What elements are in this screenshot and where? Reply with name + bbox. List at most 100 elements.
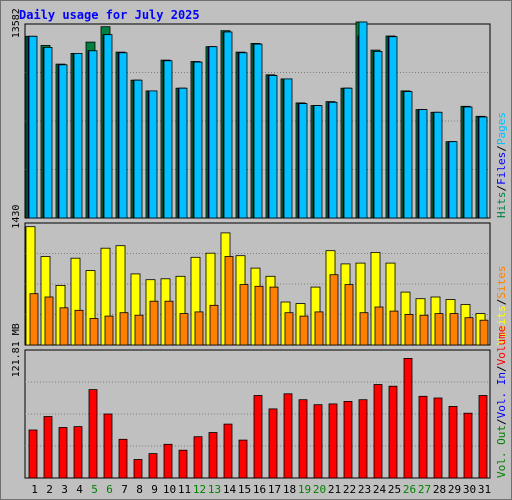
legend-separator: / xyxy=(495,365,508,372)
bar-sites xyxy=(299,315,309,346)
x-tick-label: 15 xyxy=(238,483,251,496)
bar-sites xyxy=(464,317,474,346)
legend-separator: / xyxy=(495,185,508,192)
x-tick-label: 30 xyxy=(463,483,476,496)
legend-separator: / xyxy=(495,299,508,306)
legend-bottom: Vol. Out/Vol. In/Volume xyxy=(495,326,508,478)
bar-sites xyxy=(359,312,369,346)
bar-volume xyxy=(418,395,428,479)
x-tick-label: 28 xyxy=(433,483,446,496)
x-tick-label: 20 xyxy=(313,483,326,496)
bar-volume xyxy=(223,423,233,479)
x-tick-label: 31 xyxy=(478,483,491,496)
bar-pages xyxy=(88,50,98,219)
x-tick-label: 19 xyxy=(298,483,311,496)
bar-volume xyxy=(433,397,443,479)
bar-sites xyxy=(449,313,459,346)
bar-sites xyxy=(419,314,429,346)
bar-volume xyxy=(283,393,293,479)
bar-pages xyxy=(373,51,383,219)
bar-pages xyxy=(103,34,113,219)
bar-volume xyxy=(313,404,323,479)
bar-pages xyxy=(238,52,248,219)
bar-pages xyxy=(58,64,68,219)
bar-pages xyxy=(328,101,338,219)
bar-volume xyxy=(103,413,113,479)
bar-pages xyxy=(133,79,143,219)
bar-sites xyxy=(104,315,114,346)
panel-volume: 121.81 MB xyxy=(11,323,491,479)
bar-volume xyxy=(253,395,263,479)
x-tick-label: 26 xyxy=(403,483,416,496)
bar-volume xyxy=(373,384,383,479)
bar-sites xyxy=(329,274,339,346)
bar-sites xyxy=(404,313,414,346)
bar-volume xyxy=(328,403,338,479)
bar-sites xyxy=(74,309,84,346)
x-tick-label: 8 xyxy=(136,483,143,496)
bar-pages xyxy=(283,78,293,219)
x-tick-label: 6 xyxy=(106,483,113,496)
bar-pages xyxy=(208,46,218,219)
legend-item: Volume xyxy=(495,326,508,366)
bar-sites xyxy=(479,319,489,346)
bar-pages xyxy=(163,60,173,219)
x-tick-label: 24 xyxy=(373,483,387,496)
bar-pages xyxy=(178,87,188,219)
panel-hits-files-pages: 13582 xyxy=(11,8,491,219)
bar-volume xyxy=(193,436,203,479)
x-tick-label: 23 xyxy=(358,483,371,496)
bar-pages xyxy=(343,87,353,219)
bar-volume xyxy=(358,399,368,479)
bar-pages xyxy=(403,91,413,219)
bar-pages xyxy=(28,35,38,219)
bar-sites xyxy=(194,311,204,346)
bar-sites xyxy=(44,296,54,346)
legend-item: Pages xyxy=(495,112,508,145)
x-tick-label: 13 xyxy=(208,483,221,496)
bar-pages xyxy=(73,53,83,219)
x-tick-label: 25 xyxy=(388,483,401,496)
x-tick-label: 22 xyxy=(343,483,356,496)
bar-volume xyxy=(403,357,413,479)
bar-volume xyxy=(73,426,83,479)
panel-max-label: 13582 xyxy=(11,8,22,38)
bar-pages xyxy=(118,52,128,219)
legend-item: Vol. In xyxy=(495,372,508,418)
x-tick-label: 2 xyxy=(46,483,53,496)
bar-sites xyxy=(224,256,234,346)
bar-sites xyxy=(149,300,159,346)
bar-volume xyxy=(43,416,53,479)
x-tick-label: 21 xyxy=(328,483,341,496)
bar-volume xyxy=(268,408,278,479)
x-tick-label: 12 xyxy=(193,483,206,496)
x-tick-label: 3 xyxy=(61,483,68,496)
bar-pages xyxy=(223,31,233,219)
bar-pages xyxy=(463,106,473,219)
legend-separator: / xyxy=(495,145,508,152)
bar-sites xyxy=(254,285,264,346)
bar-volume xyxy=(298,399,308,479)
bar-sites xyxy=(284,312,294,346)
bar-volume xyxy=(133,459,143,479)
x-tick-label: 27 xyxy=(418,483,431,496)
bar-pages xyxy=(298,103,308,219)
x-tick-label: 4 xyxy=(76,483,83,496)
bar-pages xyxy=(418,109,428,219)
bar-sites xyxy=(179,313,189,346)
legend-item: Files xyxy=(495,152,508,185)
legend-item: Sites xyxy=(495,266,508,299)
bar-sites xyxy=(164,300,174,346)
bar-volume xyxy=(178,449,188,479)
bar-volume xyxy=(208,432,218,479)
bar-sites xyxy=(209,304,219,346)
x-tick-label: 16 xyxy=(253,483,266,496)
panel-max-label: 1430 xyxy=(11,205,22,229)
panel-max-label: 121.81 MB xyxy=(11,323,22,377)
bar-sites xyxy=(59,307,69,346)
bar-sites xyxy=(89,318,99,346)
bar-volume xyxy=(88,389,98,479)
bar-sites xyxy=(314,311,324,346)
bar-sites xyxy=(344,284,354,346)
